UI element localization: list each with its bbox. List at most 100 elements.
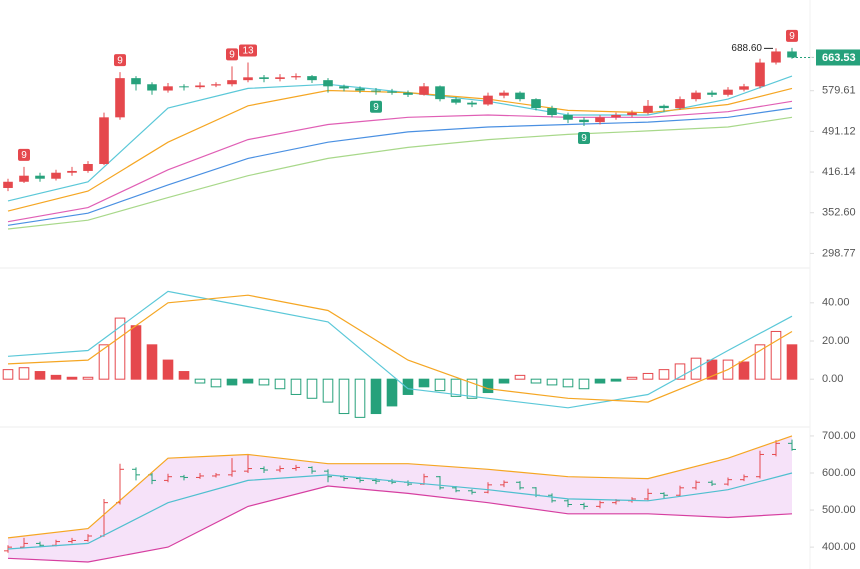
macd-bar <box>354 378 366 418</box>
high-annotation: 688.60 <box>731 43 762 54</box>
signal-badge <box>18 148 30 161</box>
candle-body <box>67 170 77 173</box>
macd-bar <box>402 378 414 395</box>
candle-body <box>387 91 397 93</box>
y-tick-label: 298.77 <box>822 247 856 259</box>
macd-bar <box>146 344 158 380</box>
signal-badge <box>786 29 798 42</box>
y-tick-label: 491.12 <box>822 125 856 137</box>
signal-badge <box>226 48 238 61</box>
candle-body <box>355 88 365 91</box>
macd-bar <box>418 378 430 388</box>
y-tick-label: 579.61 <box>822 85 856 97</box>
macd-bar <box>466 378 478 399</box>
candle-body <box>323 80 333 87</box>
candle-body <box>483 95 493 105</box>
macd-bar <box>498 378 510 384</box>
candle-body <box>195 85 205 88</box>
indicator-line <box>7 107 793 226</box>
candle-body <box>147 84 157 91</box>
candle-body <box>707 92 717 95</box>
macd-bar <box>34 371 46 380</box>
macd-bar <box>2 369 14 380</box>
y-tick-label: 20.00 <box>822 335 850 347</box>
macd-bar <box>754 344 766 380</box>
macd-bar <box>434 378 446 392</box>
signal-badge <box>239 44 257 57</box>
candle-body <box>451 99 461 103</box>
indicator-line <box>7 294 793 403</box>
macd-bar <box>258 378 270 386</box>
candle-body <box>611 114 621 118</box>
macd-bar <box>546 378 558 386</box>
indicator-line <box>7 116 793 230</box>
y-tick-label: 416.14 <box>822 166 856 178</box>
signal-label: 9 <box>117 55 123 66</box>
candle-body <box>307 76 317 81</box>
macd-bar <box>706 359 718 380</box>
band-fill <box>8 435 792 562</box>
candle-body <box>275 77 285 79</box>
macd-bar <box>50 374 62 380</box>
macd-bar <box>370 378 382 415</box>
candle-body <box>771 51 781 63</box>
signal-badge <box>114 54 126 67</box>
macd-bar <box>242 378 254 384</box>
last-price-tag <box>816 49 860 66</box>
candle-body <box>227 80 237 85</box>
candle-body <box>83 164 93 171</box>
macd-bar <box>114 317 126 380</box>
candle-body <box>99 117 109 165</box>
candle-body <box>163 86 173 91</box>
candle-body <box>371 90 381 92</box>
macd-bar <box>210 378 222 388</box>
candle-body <box>403 92 413 95</box>
candle-body <box>787 51 797 58</box>
macd-bar <box>738 361 750 380</box>
candle-body <box>243 77 253 81</box>
y-tick-label: 400.00 <box>822 541 856 553</box>
candle-body <box>211 84 221 86</box>
candle-body <box>115 78 125 118</box>
macd-bar <box>530 378 542 384</box>
candle-body <box>435 86 445 100</box>
macd-bar <box>626 376 638 380</box>
candle-body <box>3 181 13 188</box>
macd-bar <box>82 376 94 380</box>
candle-body <box>643 105 653 113</box>
macd-bar <box>658 369 670 380</box>
candle-body <box>755 62 765 87</box>
macd-bar <box>66 376 78 380</box>
macd-bar <box>578 378 590 390</box>
y-tick-label: 600.00 <box>822 467 856 479</box>
macd-bar <box>130 325 142 380</box>
macd-bar <box>770 330 782 380</box>
indicator-line <box>7 435 793 539</box>
candle-body <box>515 92 525 100</box>
candle-body <box>51 172 61 179</box>
y-tick-label: 40.00 <box>822 297 850 309</box>
indicator-line <box>7 290 793 409</box>
macd-bar <box>786 344 798 380</box>
y-tick-label: 352.60 <box>822 207 856 219</box>
signal-label: 9 <box>789 31 795 42</box>
signal-label: 9 <box>581 133 587 144</box>
macd-bar <box>306 378 318 399</box>
macd-bar <box>642 372 654 380</box>
candle-body <box>723 89 733 95</box>
y-tick-label: 700.00 <box>822 430 856 442</box>
signal-badge <box>370 100 382 113</box>
candle-body <box>291 76 301 78</box>
macd-bar <box>162 359 174 380</box>
macd-bar <box>386 378 398 407</box>
macd-bar <box>322 378 334 403</box>
macd-bar <box>674 363 686 380</box>
signal-label: 9 <box>21 150 27 161</box>
candle-body <box>339 86 349 89</box>
candle-body <box>467 102 477 105</box>
candle-body <box>595 117 605 123</box>
candle-body <box>675 99 685 109</box>
indicator-line <box>7 485 793 563</box>
macd-bar <box>338 378 350 415</box>
macd-bar <box>178 371 190 380</box>
